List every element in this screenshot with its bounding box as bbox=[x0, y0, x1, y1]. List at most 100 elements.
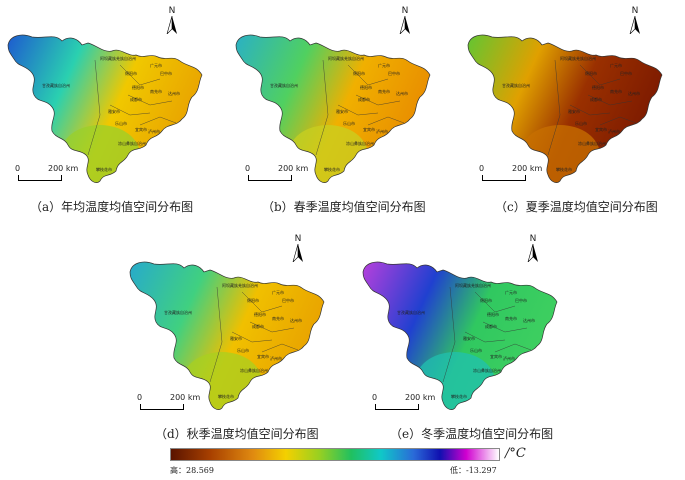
place-label: 南充市 bbox=[505, 315, 517, 321]
place-label: 成都市 bbox=[252, 323, 264, 329]
place-label: 雅安市 bbox=[336, 108, 348, 114]
province-boundary bbox=[7, 34, 203, 183]
place-label: 雅安市 bbox=[463, 335, 475, 341]
place-label: 成都市 bbox=[485, 323, 497, 329]
place-label: 绵阳市 bbox=[125, 70, 137, 76]
place-label: 乐山市 bbox=[237, 347, 249, 353]
city-boundary bbox=[127, 94, 173, 106]
place-label: 阿坝藏族羌族自治州 bbox=[222, 282, 258, 288]
province-boundary bbox=[235, 34, 431, 183]
city-boundary bbox=[87, 59, 101, 156]
city-boundary bbox=[261, 343, 299, 353]
place-label: 南充市 bbox=[272, 315, 284, 321]
place-label: 巴中市 bbox=[160, 70, 172, 76]
place-label: 泸州市 bbox=[608, 128, 620, 134]
place-label: 攀枝花市 bbox=[451, 393, 467, 399]
city-boundary bbox=[231, 331, 273, 343]
place-label: 成都市 bbox=[358, 96, 370, 102]
legend-unit: /°C bbox=[505, 446, 526, 461]
place-label: 甘孜藏族自治州 bbox=[270, 82, 298, 88]
place-label: 凉山彝族自治州 bbox=[346, 140, 374, 146]
place-label: 雅安市 bbox=[108, 108, 120, 114]
map-panel-a: 阿坝藏族羌族自治州 甘孜藏族自治州 凉山彝族自治州 成都市 绵阳市 广元市 巴中市 达州市 南充… bbox=[0, 5, 215, 195]
place-label: 达州市 bbox=[628, 90, 640, 96]
place-label: 宜宾市 bbox=[490, 353, 502, 359]
caption-c: （c）夏季温度均值空间分布图 bbox=[495, 200, 658, 214]
scale-bar: 0 200 km bbox=[130, 393, 210, 415]
place-label: 阿坝藏族羌族自治州 bbox=[455, 282, 491, 288]
caption-a: （a）年均温度均值空间分布图 bbox=[30, 200, 194, 214]
place-label: 广元市 bbox=[150, 62, 162, 68]
north-arrow-icon: N bbox=[627, 6, 643, 36]
place-label: 达州市 bbox=[168, 90, 180, 96]
place-label: 巴中市 bbox=[388, 70, 400, 76]
map-panel-c: 阿坝藏族羌族自治州 甘孜藏族自治州 凉山彝族自治州 成都市 绵阳市 广元市 巴中市 达州市 南充… bbox=[460, 5, 675, 195]
place-label: 德阳市 bbox=[592, 84, 604, 90]
place-label: 雅安市 bbox=[230, 335, 242, 341]
city-boundary bbox=[569, 104, 611, 116]
place-label: 甘孜藏族自治州 bbox=[164, 309, 192, 315]
city-boundary bbox=[599, 116, 637, 126]
caption-e: （e）冬季温度均值空间分布图 bbox=[390, 427, 554, 441]
caption-d: （d）秋季温度均值空间分布图 bbox=[155, 427, 319, 441]
map-panel-d: 阿坝藏族羌族自治州 甘孜藏族自治州 凉山彝族自治州 成都市 绵阳市 广元市 巴中市 达州市 南充… bbox=[122, 232, 337, 422]
north-arrow-icon: N bbox=[164, 6, 180, 36]
place-label: 达州市 bbox=[396, 90, 408, 96]
place-label: 广元市 bbox=[610, 62, 622, 68]
place-label: 广元市 bbox=[505, 289, 517, 295]
scale-bar: 0 200 km bbox=[238, 164, 318, 186]
place-label: 阿坝藏族羌族自治州 bbox=[328, 55, 364, 61]
city-boundary bbox=[249, 321, 295, 333]
place-label: 绵阳市 bbox=[353, 70, 365, 76]
place-label: 阿坝藏族羌族自治州 bbox=[560, 55, 596, 61]
place-label: 德阳市 bbox=[487, 311, 499, 317]
place-label: 攀枝花市 bbox=[324, 166, 340, 172]
place-label: 达州市 bbox=[523, 317, 535, 323]
place-label: 广元市 bbox=[378, 62, 390, 68]
scale-bar: 0 200 km bbox=[472, 164, 552, 186]
scale-bar: 0 200 km bbox=[365, 393, 445, 415]
place-label: 甘孜藏族自治州 bbox=[42, 82, 70, 88]
place-label: 南充市 bbox=[378, 88, 390, 94]
place-label: 宜宾市 bbox=[363, 126, 375, 132]
place-label: 乐山市 bbox=[575, 120, 587, 126]
city-boundary bbox=[367, 116, 405, 126]
city-boundary bbox=[355, 94, 401, 106]
city-boundary bbox=[464, 331, 506, 343]
place-label: 绵阳市 bbox=[585, 70, 597, 76]
city-boundary bbox=[579, 64, 621, 86]
place-label: 乐山市 bbox=[115, 120, 127, 126]
place-label: 凉山彝族自治州 bbox=[578, 140, 606, 146]
city-boundary bbox=[494, 343, 532, 353]
place-label: 成都市 bbox=[590, 96, 602, 102]
city-boundary bbox=[587, 94, 633, 106]
place-label: 雅安市 bbox=[568, 108, 580, 114]
place-label: 甘孜藏族自治州 bbox=[397, 309, 425, 315]
place-label: 泸州市 bbox=[503, 355, 515, 361]
place-label: 宜宾市 bbox=[257, 353, 269, 359]
province-boundary bbox=[362, 261, 558, 410]
north-arrow-icon: N bbox=[397, 6, 413, 36]
place-label: 宜宾市 bbox=[135, 126, 147, 132]
map-panel-e: 阿坝藏族羌族自治州 甘孜藏族自治州 凉山彝族自治州 成都市 绵阳市 广元市 巴中市 达州市 南充… bbox=[355, 232, 570, 422]
place-label: 宜宾市 bbox=[595, 126, 607, 132]
place-label: 攀枝花市 bbox=[96, 166, 112, 172]
place-label: 德阳市 bbox=[360, 84, 372, 90]
place-label: 德阳市 bbox=[132, 84, 144, 90]
city-boundary bbox=[347, 64, 389, 86]
place-label: 南充市 bbox=[150, 88, 162, 94]
city-boundary bbox=[474, 291, 516, 313]
place-label: 甘孜藏族自治州 bbox=[502, 82, 530, 88]
place-label: 成都市 bbox=[130, 96, 142, 102]
place-label: 广元市 bbox=[272, 289, 284, 295]
north-arrow-icon: N bbox=[290, 234, 306, 264]
city-boundary bbox=[109, 104, 151, 116]
province-boundary bbox=[129, 261, 325, 410]
place-label: 泸州市 bbox=[376, 128, 388, 134]
city-boundary bbox=[119, 64, 161, 86]
